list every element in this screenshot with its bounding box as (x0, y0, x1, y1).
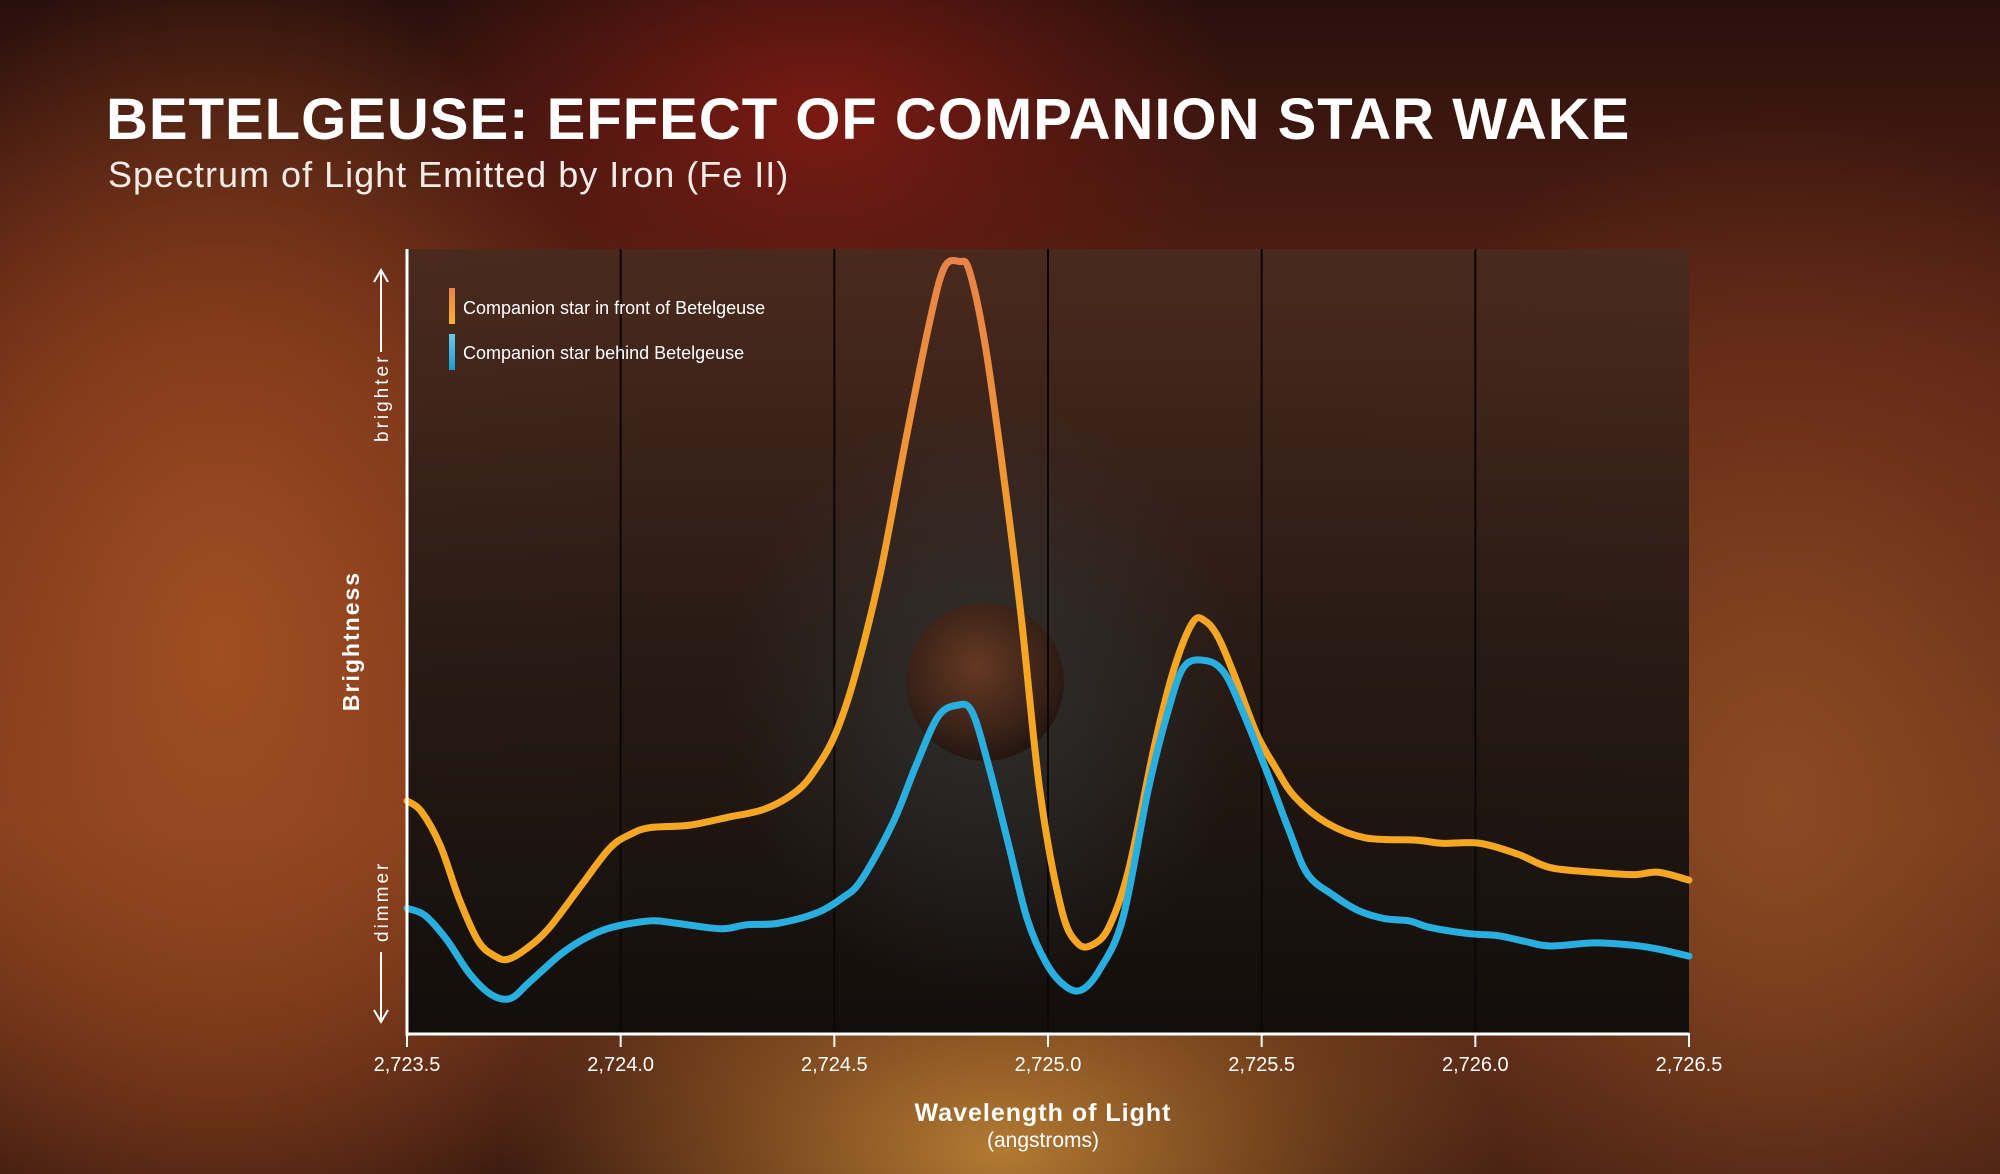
series-line-front (403, 256, 1693, 964)
x-tick-label: 2,724.5 (801, 1054, 868, 1076)
legend-label-front: Companion star in front of Betelgeuse (463, 298, 765, 318)
y-label-brighter: brighter (372, 354, 393, 442)
page-title: BETELGEUSE: EFFECT OF COMPANION STAR WAK… (106, 87, 1631, 152)
legend-label-behind: Companion star behind Betelgeuse (463, 343, 744, 363)
x-tick-label: 2,723.5 (374, 1054, 441, 1076)
y-axis-title: Brightness (338, 571, 364, 711)
y-label-dimmer: dimmer (372, 861, 393, 942)
page-subtitle: Spectrum of Light Emitted by Iron (Fe II… (108, 154, 790, 195)
brighter-arrow-icon (373, 268, 389, 352)
legend: Companion star in front of Betelgeuse Co… (449, 288, 765, 370)
x-axis-unit: (angstroms) (987, 1129, 1099, 1152)
x-tick-label: 2,724.0 (587, 1054, 654, 1076)
x-tick-label: 2,725.5 (1228, 1054, 1295, 1076)
legend-swatch-front (449, 288, 455, 324)
series-line-behind (403, 656, 1693, 1003)
dimmer-arrow-icon (373, 952, 389, 1024)
x-tick-label: 2,725.0 (1015, 1054, 1082, 1076)
legend-swatch-behind (449, 334, 455, 370)
x-axis-title: Wavelength of Light (915, 1099, 1172, 1127)
x-tick-label: 2,726.5 (1656, 1054, 1723, 1076)
x-tick-label: 2,726.0 (1442, 1054, 1509, 1076)
